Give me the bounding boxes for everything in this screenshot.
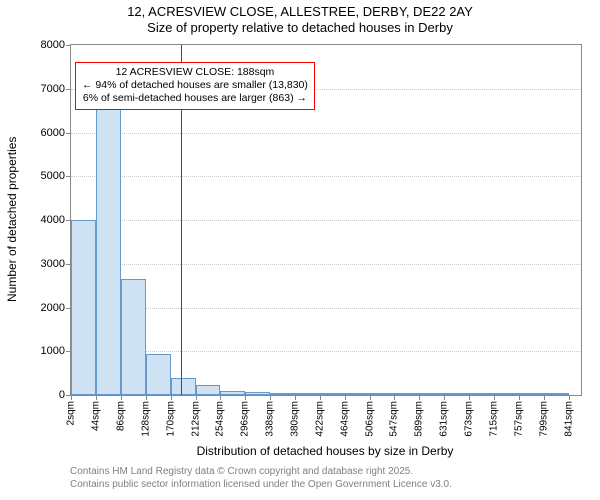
y-tick-label: 3000 <box>41 258 65 270</box>
x-tick-label: 673sqm <box>463 401 474 437</box>
chart-container: 12, ACRESVIEW CLOSE, ALLESTREE, DERBY, D… <box>0 0 600 500</box>
x-tick-label: 589sqm <box>414 401 425 437</box>
x-tick-label: 715sqm <box>488 401 499 437</box>
y-tick-label: 7000 <box>41 83 65 95</box>
x-tick-label: 296sqm <box>240 401 251 437</box>
histogram-bar <box>320 393 345 395</box>
y-tick-label: 2000 <box>41 302 65 314</box>
x-tick-label: 422sqm <box>315 401 326 437</box>
y-tick-label: 1000 <box>41 345 65 357</box>
gridline <box>71 351 581 352</box>
x-axis-title: Distribution of detached houses by size … <box>70 444 580 458</box>
x-tick-mark <box>519 395 520 400</box>
histogram-bar <box>370 393 395 395</box>
histogram-bar <box>220 391 245 395</box>
gridline <box>71 176 581 177</box>
x-tick-label: 338sqm <box>265 401 276 437</box>
histogram-bar <box>395 393 420 395</box>
histogram-bar <box>71 220 96 395</box>
x-tick-label: 170sqm <box>165 401 176 437</box>
x-tick-label: 799sqm <box>538 401 549 437</box>
x-tick-label: 128sqm <box>140 401 151 437</box>
histogram-bar <box>470 393 495 395</box>
annotation-line: 6% of semi-detached houses are larger (8… <box>82 92 308 105</box>
x-tick-label: 464sqm <box>339 401 350 437</box>
x-tick-mark <box>345 395 346 400</box>
title-line-2: Size of property relative to detached ho… <box>0 20 600 36</box>
x-tick-mark <box>394 395 395 400</box>
y-tick-mark <box>66 89 71 90</box>
annotation-box: 12 ACRESVIEW CLOSE: 188sqm← 94% of detac… <box>75 62 315 109</box>
histogram-bar <box>171 378 196 396</box>
x-tick-label: 506sqm <box>364 401 375 437</box>
x-tick-mark <box>320 395 321 400</box>
y-tick-label: 6000 <box>41 127 65 139</box>
footer-attribution: Contains HM Land Registry data © Crown c… <box>70 466 452 491</box>
x-tick-mark <box>220 395 221 400</box>
gridline <box>71 264 581 265</box>
x-tick-label: 631sqm <box>439 401 450 437</box>
histogram-bar <box>519 393 544 395</box>
x-tick-label: 841sqm <box>563 401 574 437</box>
y-tick-label: 5000 <box>41 170 65 182</box>
gridline <box>71 133 581 134</box>
x-tick-mark <box>544 395 545 400</box>
x-tick-label: 2sqm <box>66 401 77 425</box>
footer-line-1: Contains HM Land Registry data © Crown c… <box>70 466 452 479</box>
histogram-bar <box>121 279 146 395</box>
x-tick-label: 380sqm <box>290 401 301 437</box>
x-tick-mark <box>245 395 246 400</box>
gridline <box>71 308 581 309</box>
x-tick-label: 44sqm <box>90 401 101 431</box>
title-line-1: 12, ACRESVIEW CLOSE, ALLESTREE, DERBY, D… <box>0 4 600 20</box>
y-tick-label: 4000 <box>41 214 65 226</box>
x-tick-mark <box>370 395 371 400</box>
annotation-line: ← 94% of detached houses are smaller (13… <box>82 79 308 92</box>
x-tick-label: 547sqm <box>389 401 400 437</box>
titles: 12, ACRESVIEW CLOSE, ALLESTREE, DERBY, D… <box>0 0 600 37</box>
y-tick-mark <box>66 45 71 46</box>
x-tick-mark <box>121 395 122 400</box>
x-tick-label: 212sqm <box>190 401 201 437</box>
plot-area: 0100020003000400050006000700080002sqm44s… <box>70 44 582 396</box>
annotation-line: 12 ACRESVIEW CLOSE: 188sqm <box>82 66 308 79</box>
x-tick-label: 254sqm <box>215 401 226 437</box>
histogram-bar <box>544 393 569 395</box>
y-tick-mark <box>66 133 71 134</box>
gridline <box>71 220 581 221</box>
histogram-bar <box>96 106 121 395</box>
histogram-bar <box>494 393 519 395</box>
x-tick-mark <box>569 395 570 400</box>
histogram-bar <box>295 393 320 395</box>
histogram-bar <box>146 354 171 395</box>
x-tick-mark <box>71 395 72 400</box>
y-tick-mark <box>66 176 71 177</box>
y-tick-label: 8000 <box>41 39 65 51</box>
histogram-bar <box>345 393 370 395</box>
footer-line-2: Contains public sector information licen… <box>70 479 452 492</box>
x-tick-mark <box>196 395 197 400</box>
histogram-bar <box>270 393 295 395</box>
histogram-bar <box>445 393 470 395</box>
x-tick-mark <box>295 395 296 400</box>
x-tick-mark <box>270 395 271 400</box>
histogram-bar <box>420 393 445 395</box>
x-tick-mark <box>96 395 97 400</box>
y-tick-label: 0 <box>59 389 65 401</box>
histogram-bar <box>245 392 270 395</box>
x-tick-mark <box>494 395 495 400</box>
histogram-bar <box>196 385 221 396</box>
y-axis-title: Number of detached properties <box>5 136 19 301</box>
x-tick-mark <box>444 395 445 400</box>
x-tick-mark <box>146 395 147 400</box>
x-tick-label: 757sqm <box>513 401 524 437</box>
x-tick-mark <box>171 395 172 400</box>
x-tick-mark <box>419 395 420 400</box>
x-tick-label: 86sqm <box>115 401 126 431</box>
x-tick-mark <box>469 395 470 400</box>
